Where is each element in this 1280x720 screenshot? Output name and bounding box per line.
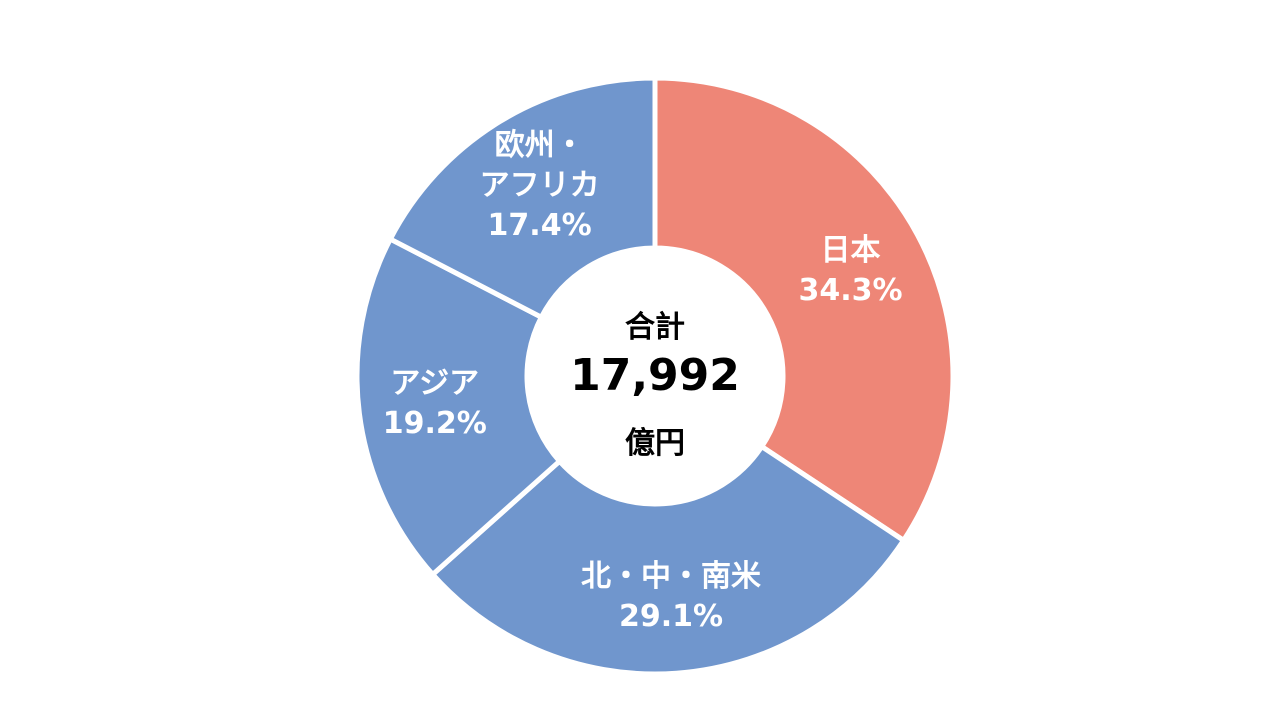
- value-label: 34.3%: [798, 272, 903, 308]
- slice: [429, 443, 908, 677]
- category-label: アジア: [390, 365, 480, 401]
- slice: [386, 75, 658, 321]
- center-title: 合計: [625, 310, 685, 345]
- value-label: 17.4%: [487, 208, 592, 244]
- slice-label: 日本 34.3%: [798, 231, 902, 311]
- slice-label: 北・中・南米 29.1%: [581, 557, 761, 637]
- slice-label: 欧州・ アフリカ 17.4%: [480, 126, 600, 246]
- value-label: 29.1%: [618, 599, 724, 635]
- value-label: 19.2%: [382, 405, 487, 441]
- category-label: 北・中・南米: [581, 559, 762, 595]
- center-total: 17,992: [570, 350, 740, 401]
- slice: [354, 235, 564, 579]
- category-label: 日本: [820, 232, 881, 268]
- slice-label: アジア 19.2%: [383, 364, 487, 444]
- center-unit: 億円: [625, 426, 685, 461]
- category-label: 欧州・ アフリカ: [479, 128, 600, 204]
- slice: [652, 75, 956, 544]
